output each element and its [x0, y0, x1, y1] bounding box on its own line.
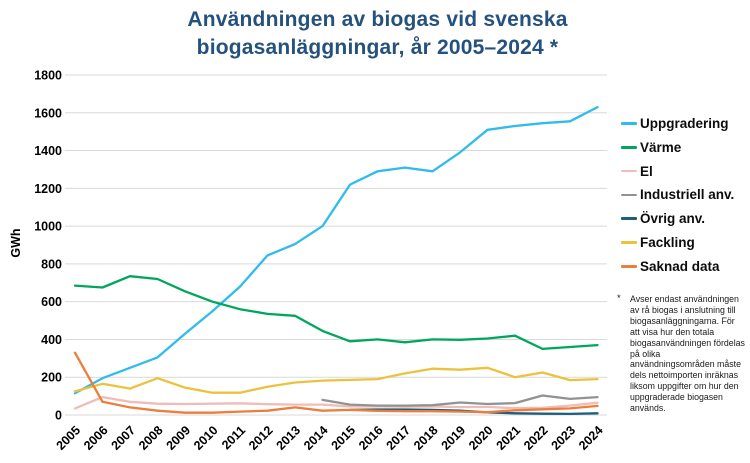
legend-label: Fackling — [640, 234, 695, 250]
y-tick-label: 1800 — [34, 69, 62, 83]
y-tick-label: 400 — [41, 333, 62, 347]
chart-legend: Uppgradering Värme El Industriell anv. Övrig… — [621, 115, 734, 282]
x-tick-label: 2020 — [466, 423, 496, 453]
series-line-el — [73, 395, 599, 410]
legend-label: Övrig anv. — [640, 211, 706, 227]
legend-label: Saknad data — [640, 258, 720, 274]
chart-title: Användningen av biogas vid svenska bioga… — [105, 6, 650, 61]
chart-footnote: * Avser endast användningen av rå biogas… — [617, 293, 747, 414]
series-line-fackling — [73, 366, 599, 394]
chart-title-line-1: Användningen av biogas vid svenska — [187, 8, 568, 31]
x-tick-label: 2016 — [356, 423, 386, 453]
y-tick-label: 1200 — [34, 182, 62, 196]
series-line-industriell-anv — [321, 394, 599, 407]
x-tick-label: 2018 — [411, 423, 441, 453]
legend-marker-industriell-anv — [621, 193, 637, 197]
x-tick-label: 2023 — [549, 423, 579, 453]
legend-item-vrig-anv: Övrig anv. — [621, 210, 734, 227]
y-tick-label: 0 — [55, 409, 62, 423]
legend-item-el: El — [621, 163, 734, 180]
x-tick-label: 2019 — [439, 423, 469, 453]
x-tick-label: 2024 — [576, 423, 606, 453]
legend-item-fackling: Fackling — [621, 234, 734, 251]
y-tick-label: 800 — [41, 257, 62, 271]
legend-item-industriell-anv: Industriell anv. — [621, 186, 734, 203]
x-tick-label: 2011 — [219, 423, 248, 452]
x-tick-label: 2012 — [246, 423, 276, 453]
legend-marker-uppgradering — [621, 122, 637, 125]
legend-item-uppgradering: Uppgradering — [621, 115, 734, 132]
legend-marker-v-rme — [621, 146, 637, 149]
y-tick-label: 600 — [41, 295, 62, 309]
legend-marker-saknad-data — [621, 264, 637, 268]
y-tick-label: 1000 — [34, 220, 62, 234]
legend-label: Industriell anv. — [640, 187, 735, 203]
x-tick-label: 2010 — [191, 423, 221, 453]
legend-item-saknad-data: Saknad data — [621, 258, 734, 275]
series-line-v-rme — [73, 275, 599, 351]
x-tick-label: 2009 — [164, 423, 194, 453]
legend-marker-fackling — [621, 241, 637, 244]
chart-title-line-2: biogasanläggningar, år 2005–2024 * — [196, 35, 559, 59]
footnote-asterisk: * — [617, 293, 621, 304]
x-tick-label: 2005 — [54, 423, 84, 453]
x-tick-label: 2013 — [274, 423, 304, 453]
legend-label: Värme — [640, 139, 682, 155]
x-tick-label: 2008 — [136, 423, 166, 453]
series-line-saknad-data — [73, 351, 599, 414]
x-tick-label: 2014 — [301, 423, 331, 453]
legend-marker-vrig-anv — [621, 217, 637, 220]
x-tick-label: 2021 — [494, 423, 524, 453]
legend-item-v-rme: Värme — [621, 139, 734, 156]
legend-marker-el — [621, 169, 637, 173]
x-tick-label: 2022 — [521, 423, 551, 453]
y-tick-label: 200 — [41, 371, 62, 385]
x-tick-label: 2007 — [109, 423, 139, 453]
x-tick-label: 2015 — [329, 423, 359, 453]
footnote-text: Avser endast användningen av rå biogas i… — [630, 294, 745, 414]
legend-label: Uppgradering — [640, 116, 729, 131]
x-tick-label: 2006 — [81, 423, 111, 453]
legend-label: El — [640, 163, 653, 179]
y-tick-label: 1600 — [34, 106, 62, 120]
x-tick-label: 2017 — [384, 423, 414, 453]
y-tick-label: 1400 — [34, 144, 62, 158]
series-line-uppgradering — [73, 105, 599, 395]
